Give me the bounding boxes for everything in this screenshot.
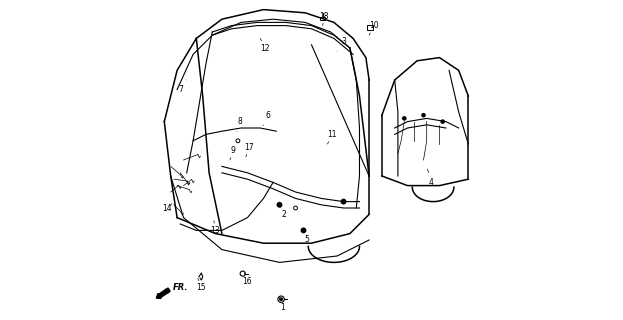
- Circle shape: [341, 199, 346, 204]
- Text: 5: 5: [303, 230, 309, 244]
- Bar: [320, 17, 325, 20]
- Circle shape: [422, 114, 425, 117]
- Text: 8: 8: [237, 117, 242, 132]
- Text: 1: 1: [280, 298, 285, 312]
- Text: 9: 9: [230, 146, 235, 160]
- Text: 13: 13: [211, 221, 221, 235]
- Text: 18: 18: [320, 12, 329, 26]
- Circle shape: [280, 298, 282, 300]
- Text: 16: 16: [243, 272, 252, 286]
- Text: 4: 4: [427, 169, 434, 187]
- Text: 6: 6: [263, 111, 271, 125]
- Text: 7: 7: [178, 80, 187, 94]
- Text: 10: 10: [369, 21, 379, 35]
- Circle shape: [441, 120, 444, 123]
- FancyArrow shape: [156, 288, 170, 298]
- Text: 2: 2: [280, 205, 287, 219]
- Circle shape: [402, 117, 406, 120]
- Text: 11: 11: [328, 130, 337, 144]
- Text: 14: 14: [163, 204, 173, 212]
- Circle shape: [302, 228, 306, 233]
- Text: 12: 12: [260, 38, 270, 52]
- Text: 3: 3: [337, 37, 346, 51]
- Text: 17: 17: [244, 143, 254, 157]
- Bar: [366, 25, 373, 30]
- Text: 15: 15: [196, 278, 206, 292]
- Text: FR.: FR.: [173, 283, 188, 292]
- Circle shape: [277, 203, 282, 207]
